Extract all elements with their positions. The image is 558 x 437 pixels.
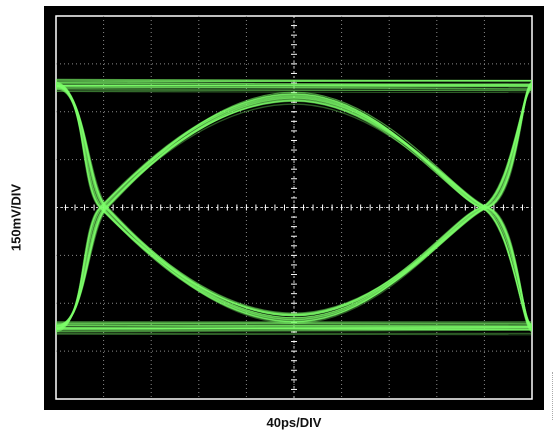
trace-upper-eye <box>55 91 533 328</box>
trace-low-level <box>55 327 533 331</box>
trace-lower-eye <box>55 85 533 317</box>
trace-lower-eye <box>55 86 533 315</box>
y-axis-label: 150mV/DIV <box>8 183 24 252</box>
trace-low-level <box>55 329 533 333</box>
trace-low-level <box>55 333 533 336</box>
trace-upper-eye <box>55 93 533 329</box>
side-mark <box>552 372 556 420</box>
trace-lower-eye <box>55 85 533 316</box>
trace-lower-eye <box>55 82 533 323</box>
trace-upper-eye <box>55 93 533 332</box>
trace-low-level <box>55 324 533 328</box>
trace-lower-eye <box>55 87 533 316</box>
trace-lower-eye <box>55 85 533 317</box>
trace-low-level <box>55 322 533 325</box>
trace-lower-eye <box>55 86 533 321</box>
trace-lower-eye <box>55 84 533 315</box>
trace-upper-eye <box>55 93 533 331</box>
trace-upper-eye <box>55 95 533 327</box>
graticule <box>55 15 533 400</box>
trace-upper-eye <box>55 95 533 327</box>
trace-upper-eye <box>55 94 533 333</box>
trace-low-level <box>55 321 533 324</box>
trace-upper-eye <box>55 100 533 329</box>
eye-traces <box>55 78 533 336</box>
trace-upper-eye <box>55 97 533 329</box>
trace-high-level <box>55 80 533 83</box>
x-axis-label: 40ps/DIV <box>266 415 322 430</box>
trace-high-level <box>55 86 533 90</box>
trace-upper-eye <box>55 94 533 328</box>
trace-high-level <box>55 89 533 92</box>
trace-lower-eye <box>55 88 533 319</box>
trace-low-level <box>55 325 533 329</box>
trace-high-level <box>55 88 533 92</box>
